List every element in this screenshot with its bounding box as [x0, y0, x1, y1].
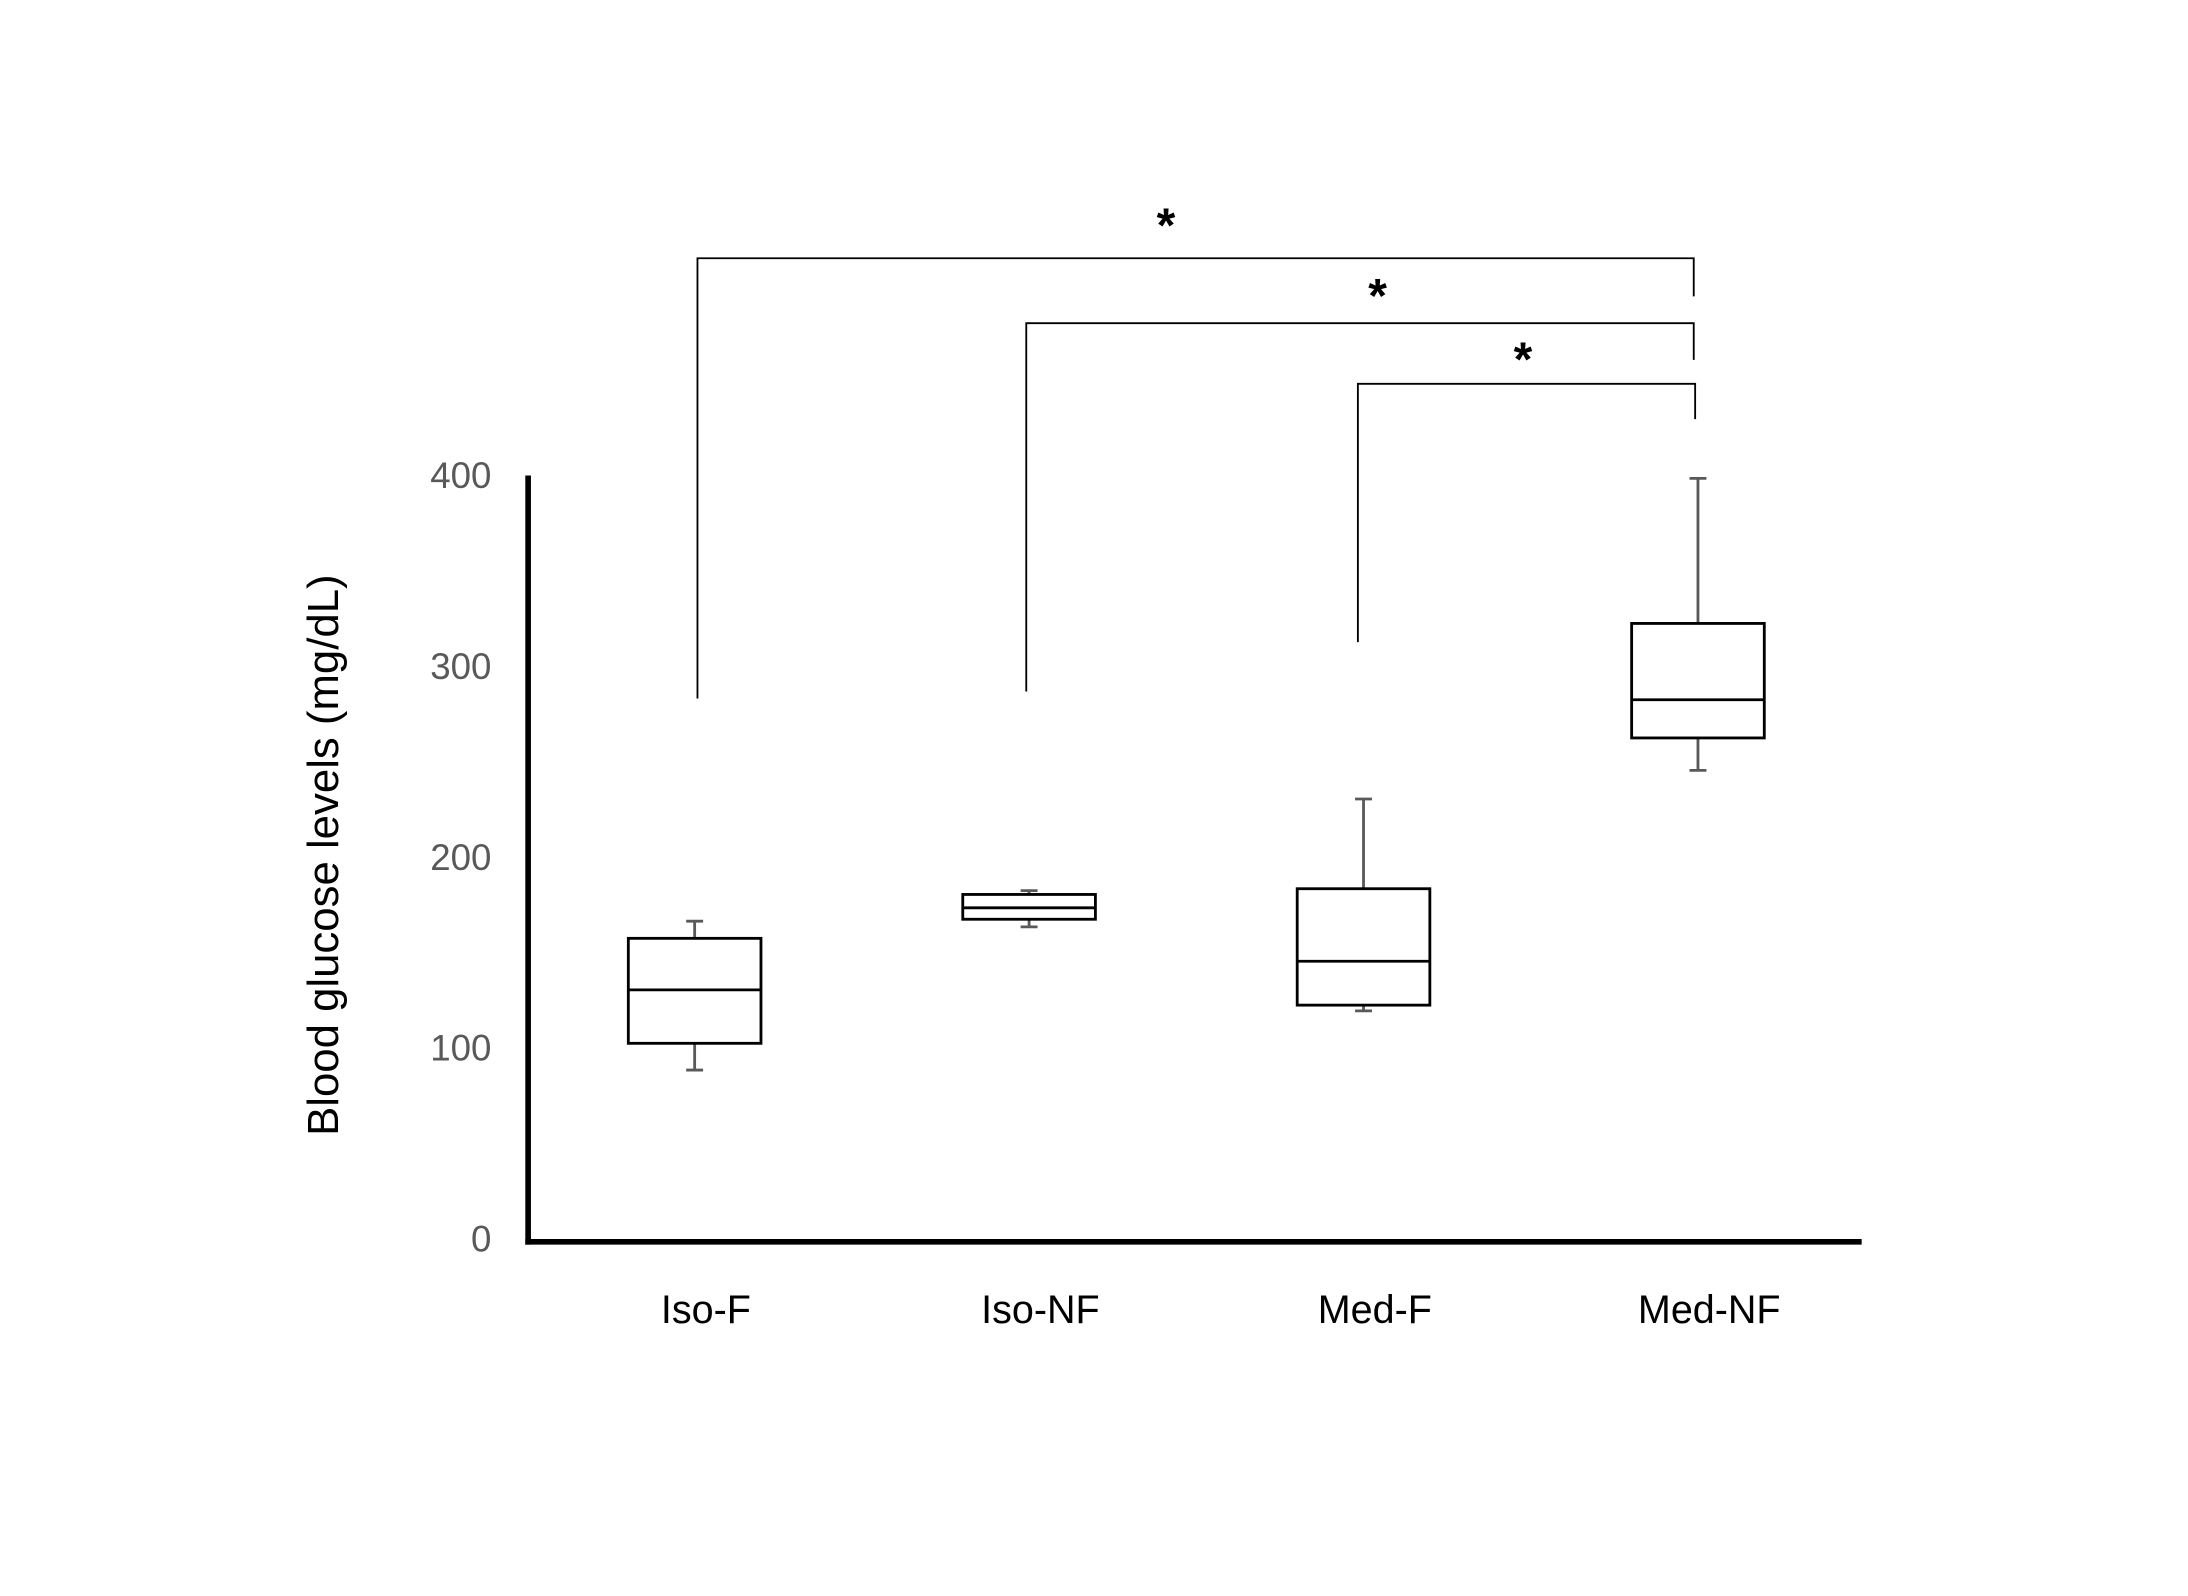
y-tick-label: 0	[471, 1218, 491, 1259]
significance-bracket	[696, 257, 1695, 699]
box	[1295, 887, 1432, 1007]
x-tick-label: Med-NF	[1638, 1288, 1781, 1332]
y-tick-label: 300	[430, 646, 491, 687]
significance-star: *	[1368, 270, 1387, 323]
x-tick-label: Iso-NF	[981, 1288, 1099, 1332]
y-axis-label: Blood glucose levels (mg/dL)	[299, 574, 348, 1136]
x-tick-label: Iso-F	[661, 1288, 751, 1332]
y-tick-label: 200	[430, 837, 491, 878]
significance-bracket	[1025, 322, 1695, 692]
significance-star: *	[1157, 199, 1176, 252]
significance-star: *	[1514, 333, 1533, 386]
significance-bracket	[1356, 382, 1697, 643]
y-tick-label: 400	[430, 455, 491, 496]
y-tick-label: 100	[430, 1028, 491, 1069]
x-tick-label: Med-F	[1318, 1288, 1432, 1332]
box	[1630, 622, 1766, 740]
